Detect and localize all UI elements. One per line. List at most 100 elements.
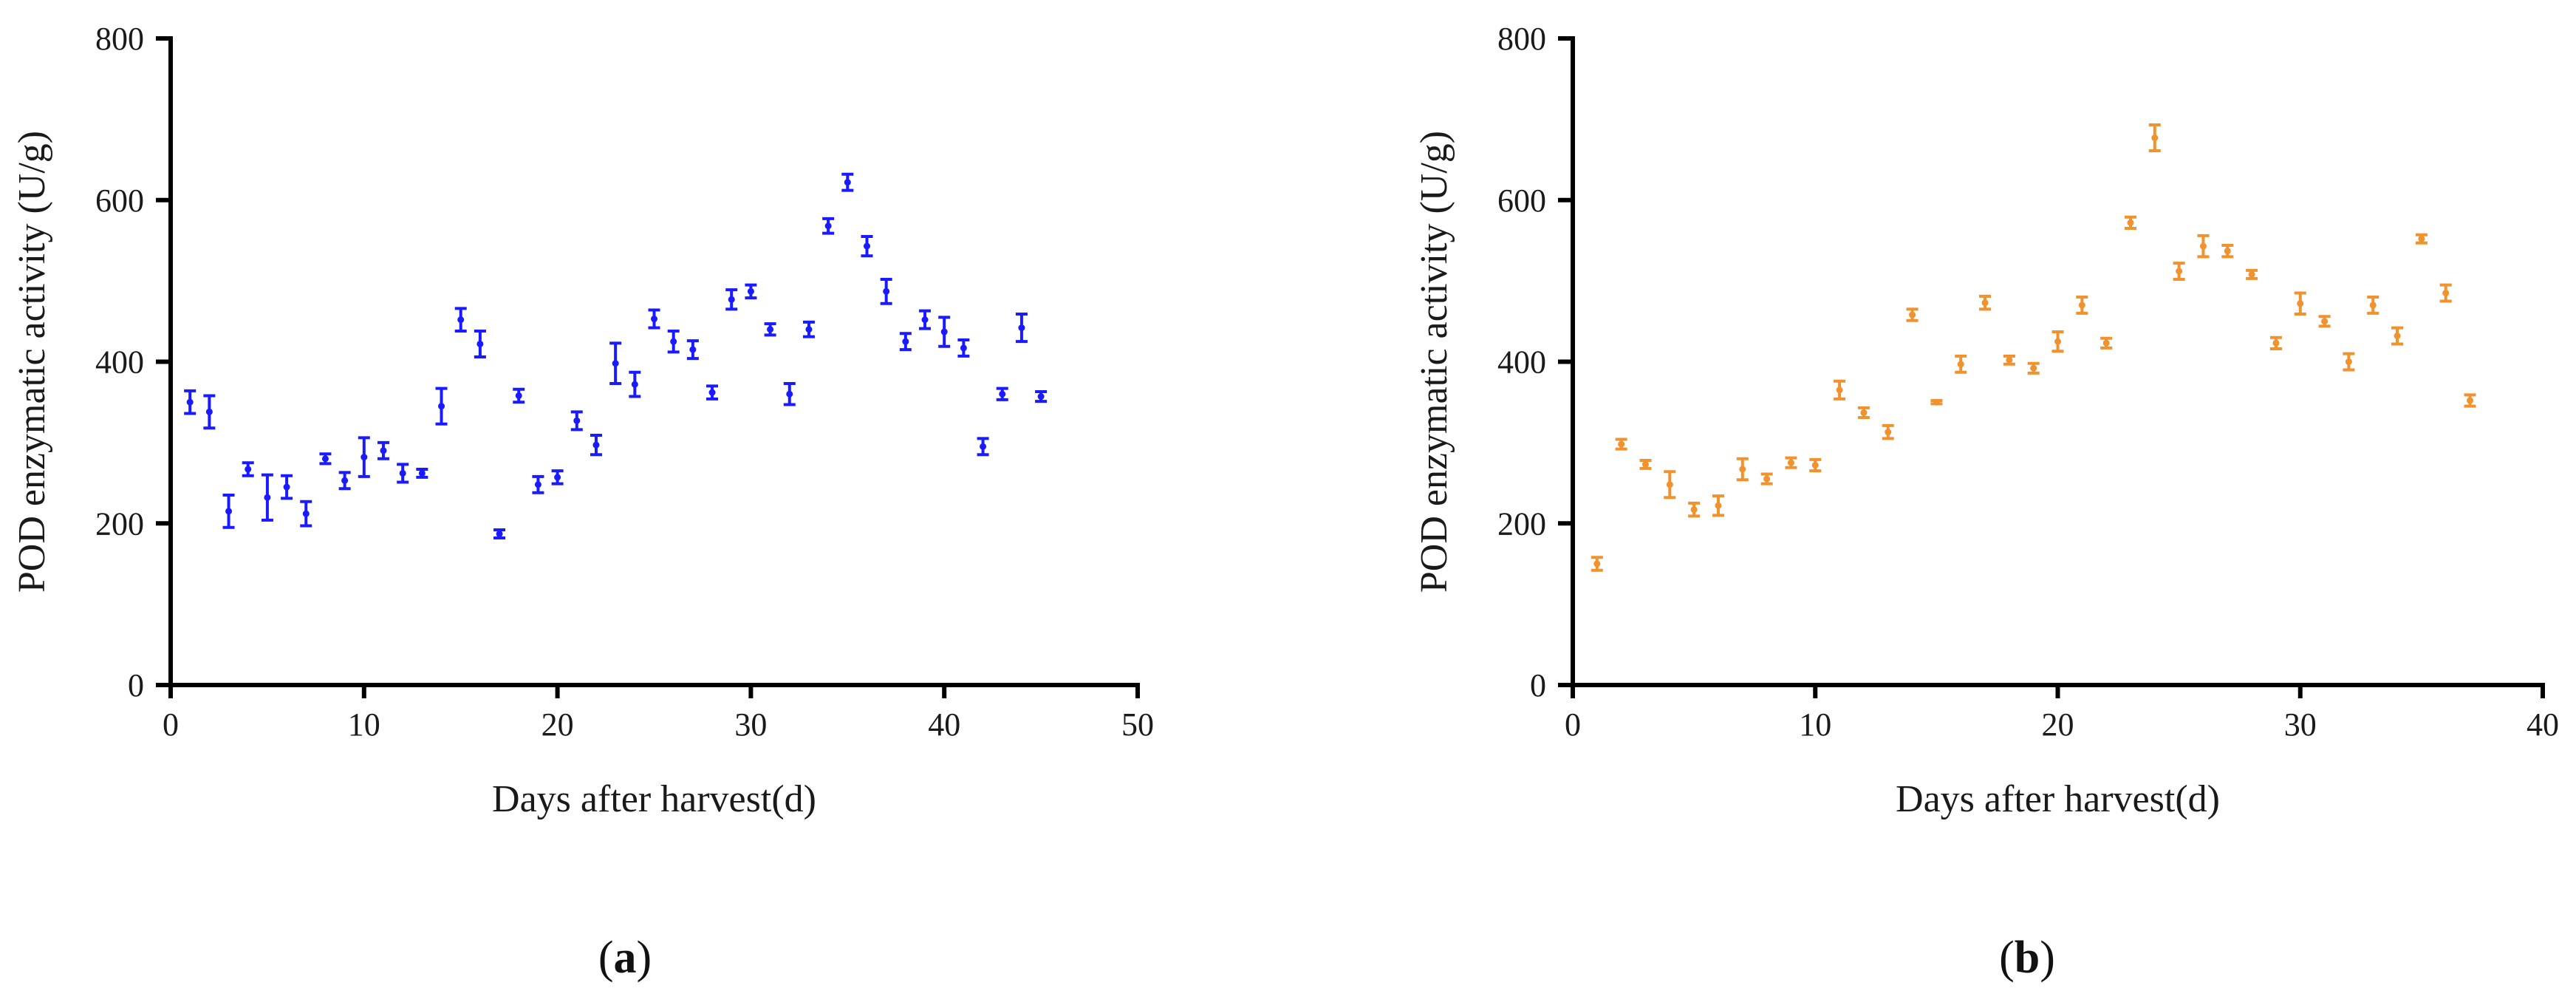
data-point bbox=[1035, 389, 1048, 403]
data-point bbox=[706, 384, 719, 401]
data-marker bbox=[2006, 356, 2013, 364]
data-marker bbox=[980, 443, 987, 450]
data-marker bbox=[2369, 302, 2377, 309]
data-marker bbox=[2272, 339, 2280, 347]
x-tick-label: 20 bbox=[541, 706, 574, 743]
data-point bbox=[551, 469, 564, 486]
data-point bbox=[2051, 330, 2064, 353]
data-point bbox=[648, 308, 660, 330]
x-tick-label: 10 bbox=[1799, 706, 1831, 743]
data-point bbox=[2246, 268, 2258, 280]
data-marker bbox=[438, 403, 445, 410]
data-point bbox=[203, 394, 216, 430]
data-point bbox=[1785, 456, 1797, 469]
y-axis-title: POD enzymatic activity (U/g) bbox=[1413, 131, 1455, 593]
data-point bbox=[802, 320, 815, 338]
data-point bbox=[2124, 215, 2136, 231]
data-marker bbox=[2030, 364, 2037, 372]
data-marker bbox=[1739, 466, 1746, 473]
data-marker bbox=[1690, 506, 1698, 514]
data-point bbox=[919, 309, 932, 330]
data-point bbox=[841, 172, 854, 192]
data-marker bbox=[341, 477, 349, 484]
data-marker bbox=[225, 508, 233, 515]
data-point bbox=[1688, 501, 1701, 518]
data-point bbox=[242, 461, 254, 477]
x-tick-label: 40 bbox=[2527, 706, 2559, 743]
data-marker bbox=[418, 469, 426, 477]
data-marker bbox=[844, 179, 851, 186]
y-tick-label: 400 bbox=[1497, 344, 1546, 381]
data-point bbox=[281, 474, 293, 500]
data-point bbox=[899, 332, 912, 352]
x-tick-label: 40 bbox=[928, 706, 960, 743]
data-marker bbox=[1811, 462, 1819, 469]
x-tick-label: 50 bbox=[1121, 706, 1154, 743]
data-marker bbox=[940, 328, 948, 335]
data-point bbox=[493, 528, 506, 539]
data-marker bbox=[999, 390, 1006, 398]
data-point bbox=[861, 234, 873, 258]
data-marker bbox=[205, 408, 213, 415]
x-axis-title: Days after harvest(d) bbox=[492, 778, 816, 820]
data-marker bbox=[1666, 481, 1673, 488]
data-point bbox=[397, 463, 409, 484]
data-marker bbox=[1885, 429, 1892, 436]
data-point bbox=[686, 339, 699, 361]
data-point bbox=[725, 288, 738, 311]
data-marker bbox=[2297, 300, 2304, 307]
data-point bbox=[1664, 470, 1676, 500]
data-marker bbox=[496, 530, 503, 537]
data-marker bbox=[747, 287, 754, 295]
data-marker bbox=[728, 296, 735, 303]
data-point bbox=[590, 434, 602, 457]
data-point bbox=[2439, 283, 2452, 303]
data-point bbox=[2391, 326, 2404, 346]
data-point bbox=[1882, 423, 1894, 440]
data-point bbox=[1736, 457, 1749, 482]
y-tick-label: 600 bbox=[1497, 183, 1546, 219]
data-marker bbox=[863, 242, 870, 250]
data-point bbox=[2027, 361, 2040, 375]
x-axis-title: Days after harvest(d) bbox=[1896, 778, 2220, 820]
data-marker bbox=[2394, 333, 2401, 339]
data-point bbox=[358, 436, 370, 478]
data-point bbox=[2367, 296, 2379, 315]
data-point bbox=[2148, 123, 2161, 153]
data-marker bbox=[1641, 460, 1649, 468]
data-marker bbox=[883, 287, 890, 295]
data-point bbox=[880, 277, 892, 305]
data-marker bbox=[2248, 270, 2255, 278]
data-marker bbox=[2151, 134, 2159, 142]
data-point bbox=[1639, 458, 1652, 470]
data-point bbox=[454, 307, 467, 333]
x-tick-label: 10 bbox=[348, 706, 380, 743]
y-tick-label: 0 bbox=[1530, 667, 1546, 704]
data-marker bbox=[1933, 398, 1940, 406]
data-point bbox=[1591, 556, 1603, 572]
data-point bbox=[996, 386, 1008, 401]
chart-panel-a: 0 10 20 30 40 50 0 200 400 600 800 Days after harve… bbox=[11, 21, 1154, 983]
data-point bbox=[2003, 354, 2015, 366]
data-marker bbox=[380, 447, 387, 454]
data-marker bbox=[2078, 302, 2085, 309]
data-marker bbox=[1763, 475, 1771, 483]
data-marker bbox=[302, 510, 310, 517]
data-marker bbox=[2418, 235, 2425, 242]
data-point bbox=[1906, 307, 1919, 322]
data-point bbox=[377, 440, 389, 460]
data-marker bbox=[1037, 393, 1045, 401]
x-tick-label: 30 bbox=[2284, 706, 2317, 743]
data-point bbox=[222, 493, 235, 529]
data-marker bbox=[1618, 440, 1625, 448]
data-marker bbox=[592, 441, 600, 449]
data-marker bbox=[824, 222, 832, 230]
data-marker bbox=[631, 381, 638, 388]
data-point bbox=[1015, 312, 1028, 344]
data-marker bbox=[1860, 409, 1868, 416]
data-marker bbox=[805, 326, 813, 333]
data-marker bbox=[2176, 268, 2183, 275]
data-point bbox=[1857, 406, 1870, 419]
